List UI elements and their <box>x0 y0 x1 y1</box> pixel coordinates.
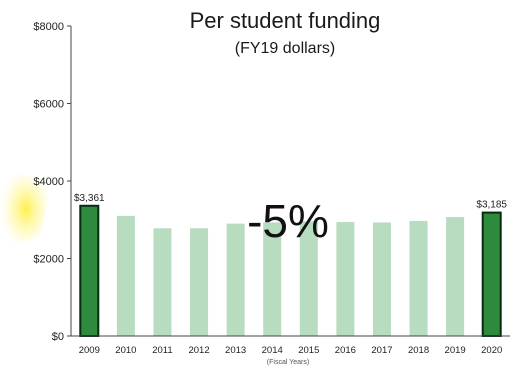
x-tick-label: 2014 <box>262 345 283 356</box>
bar-2020 <box>481 211 502 337</box>
x-tick-label: 2016 <box>335 345 356 356</box>
data-label: $3,361 <box>74 193 105 204</box>
y-tick-label: $2000 <box>33 254 64 266</box>
chart-title: Per student funding <box>190 8 381 33</box>
x-tick-label: 2011 <box>152 345 172 356</box>
y-tick-label: $6000 <box>33 99 64 111</box>
x-tick-label: 2009 <box>79 345 100 356</box>
x-tick-label: 2020 <box>481 345 502 356</box>
x-tick-label: 2013 <box>225 345 246 356</box>
chart-subtitle: (FY19 dollars) <box>235 40 335 57</box>
bar-2012 <box>190 228 209 336</box>
bar-2013 <box>226 223 245 336</box>
x-axis: 2009 2010 2011 2012 2013 2014 2015 2016 2017 2018… <box>79 345 503 356</box>
y-tick-label: $8000 <box>33 21 64 33</box>
x-tick-label: 2012 <box>188 345 209 356</box>
bar-2009 <box>79 204 100 337</box>
change-annotation: -5% <box>247 195 329 247</box>
x-tick-label: 2017 <box>371 345 392 356</box>
bar-2010 <box>116 215 135 336</box>
y-axis: $0 $2000 $4000 $6000 $8000 <box>33 21 71 343</box>
bar-2016 <box>336 222 355 336</box>
bar-2019 <box>446 217 465 336</box>
bar-2015 <box>299 221 318 336</box>
y-tick-label: $0 <box>52 331 64 343</box>
bar-2011 <box>153 228 172 336</box>
x-tick-label: 2015 <box>298 345 319 356</box>
bar-2014 <box>263 222 282 336</box>
data-label: $3,185 <box>476 200 507 211</box>
x-axis-label: (Fiscal Years) <box>267 359 309 366</box>
data-labels: $3,361 $3,185 <box>74 193 507 211</box>
bar-2017 <box>372 222 391 336</box>
y-tick-label: $4000 <box>33 176 64 188</box>
bar-2018 <box>409 220 428 336</box>
x-tick-label: 2019 <box>445 345 466 356</box>
decorative-yellow-shape <box>0 168 52 250</box>
bars <box>79 204 502 337</box>
x-tick-label: 2018 <box>408 345 429 356</box>
x-tick-label: 2010 <box>115 345 136 356</box>
